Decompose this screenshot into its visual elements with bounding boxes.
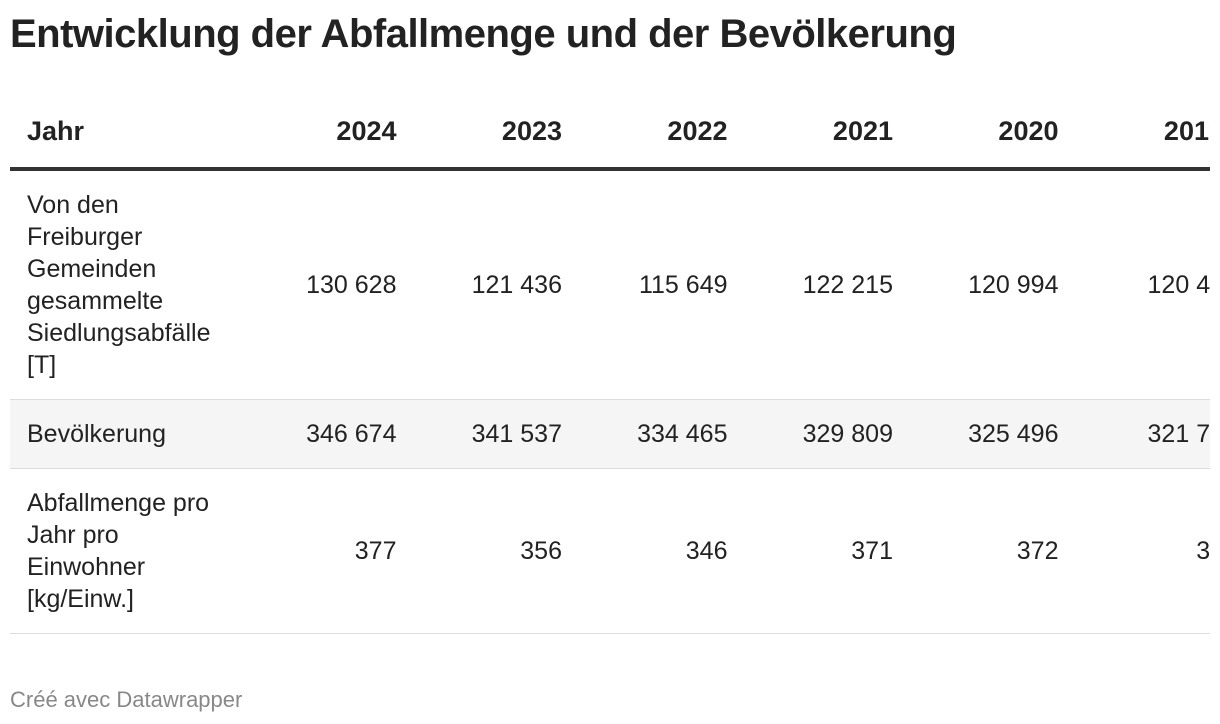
table: Jahr202420232022202120202019 Von den Fre… bbox=[10, 95, 1210, 634]
header-cell: 2022 bbox=[562, 95, 728, 171]
cell: 334 465 bbox=[562, 399, 728, 469]
cell: 37 bbox=[1058, 468, 1210, 634]
cell: 130 628 bbox=[231, 169, 397, 400]
cell: 325 496 bbox=[893, 399, 1059, 469]
row-label: Bevölkerung bbox=[10, 399, 231, 469]
cell: 346 674 bbox=[231, 399, 397, 469]
header-row: Jahr202420232022202120202019 bbox=[10, 95, 1210, 171]
header-cell: 2023 bbox=[396, 95, 562, 171]
header-cell: 2024 bbox=[231, 95, 397, 171]
table-wrap: Jahr202420232022202120202019 Von den Fre… bbox=[10, 95, 1210, 634]
row-label: Abfallmenge pro Jahr pro Einwohner [kg/E… bbox=[10, 468, 231, 634]
cell: 346 bbox=[562, 468, 728, 634]
table-row: Abfallmenge pro Jahr pro Einwohner [kg/E… bbox=[10, 468, 1210, 634]
cell: 341 537 bbox=[396, 399, 562, 469]
cell: 329 809 bbox=[727, 399, 893, 469]
cell: 321 78 bbox=[1058, 399, 1210, 469]
header-cell: 2021 bbox=[727, 95, 893, 171]
cell: 122 215 bbox=[727, 169, 893, 400]
cell: 356 bbox=[396, 468, 562, 634]
header-cell: 2019 bbox=[1058, 95, 1210, 171]
cell: 120 43 bbox=[1058, 169, 1210, 400]
cell: 372 bbox=[893, 468, 1059, 634]
header-cell: 2020 bbox=[893, 95, 1059, 171]
table-row: Von den Freiburger Gemeinden gesammelte … bbox=[10, 169, 1210, 400]
cell: 120 994 bbox=[893, 169, 1059, 400]
header-cell: Jahr bbox=[10, 95, 231, 171]
cell: 371 bbox=[727, 468, 893, 634]
cell: 377 bbox=[231, 468, 397, 634]
cell: 121 436 bbox=[396, 169, 562, 400]
table-row: Bevölkerung 346 674 341 537 334 465 329 809 3… bbox=[10, 399, 1210, 469]
footer: Créé avec Datawrapper bbox=[10, 687, 243, 712]
cell: 115 649 bbox=[562, 169, 728, 400]
row-label: Von den Freiburger Gemeinden gesammelte … bbox=[10, 169, 231, 400]
title: Entwicklung der Abfallmenge und der Bevö… bbox=[10, 12, 957, 56]
